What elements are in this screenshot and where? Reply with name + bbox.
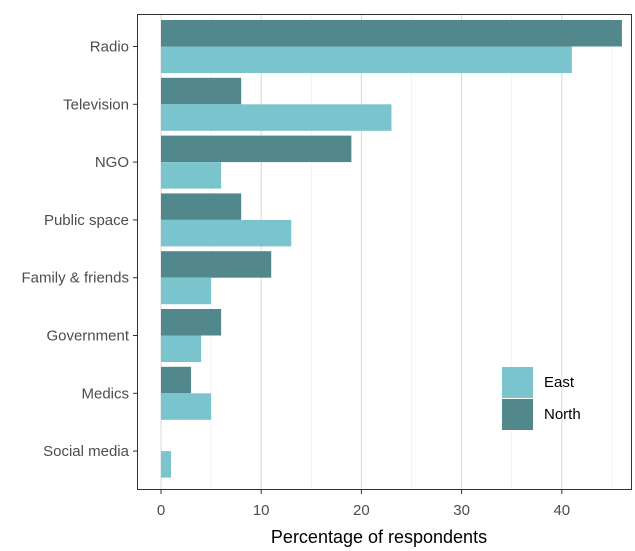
bar-east-government	[161, 335, 202, 362]
y-tick-label: Public space	[44, 212, 129, 229]
y-tick-label: Family & friends	[21, 270, 129, 287]
legend-swatch-east	[502, 367, 533, 398]
y-tick-label: Social media	[43, 443, 130, 460]
bar-north-medics	[161, 366, 192, 394]
x-axis: 0 10 20 30 40	[157, 489, 570, 519]
bar-east-television	[161, 104, 392, 131]
bar-east-public-space	[161, 219, 292, 247]
bars	[161, 20, 622, 478]
bar-east-radio	[161, 46, 572, 73]
y-tick-label: Television	[63, 96, 129, 113]
y-tick-label: Radio	[90, 39, 129, 56]
x-tick-label: 10	[253, 502, 270, 519]
legend-label-north: North	[544, 406, 581, 423]
bar-north-public-space	[161, 193, 242, 220]
legend: East North	[502, 367, 581, 430]
bar-east-social-media	[161, 451, 172, 478]
y-tick-label: NGO	[95, 154, 129, 171]
bar-north-government	[161, 309, 222, 336]
plot-panel-border	[137, 14, 632, 490]
bar-north-ngo	[161, 135, 352, 163]
bar-east-ngo	[161, 162, 222, 189]
y-tick-label: Government	[46, 328, 129, 345]
bar-north-family-and-friends	[161, 251, 272, 278]
bar-east-medics	[161, 393, 212, 420]
x-tick-label: 30	[453, 502, 470, 519]
x-tick-label: 0	[157, 502, 165, 519]
x-axis-title: Percentage of respondents	[271, 527, 487, 547]
y-axis: Radio Television NGO Public space Family & f…	[21, 39, 138, 460]
x-tick-label: 40	[553, 502, 570, 519]
bar-north-television	[161, 77, 242, 105]
x-tick-label: 20	[353, 502, 370, 519]
legend-label-east: East	[544, 374, 575, 391]
bar-east-family-and-friends	[161, 277, 212, 305]
y-tick-label: Medics	[81, 385, 129, 402]
bar-north-radio	[161, 20, 622, 47]
legend-swatch-north	[502, 399, 533, 430]
